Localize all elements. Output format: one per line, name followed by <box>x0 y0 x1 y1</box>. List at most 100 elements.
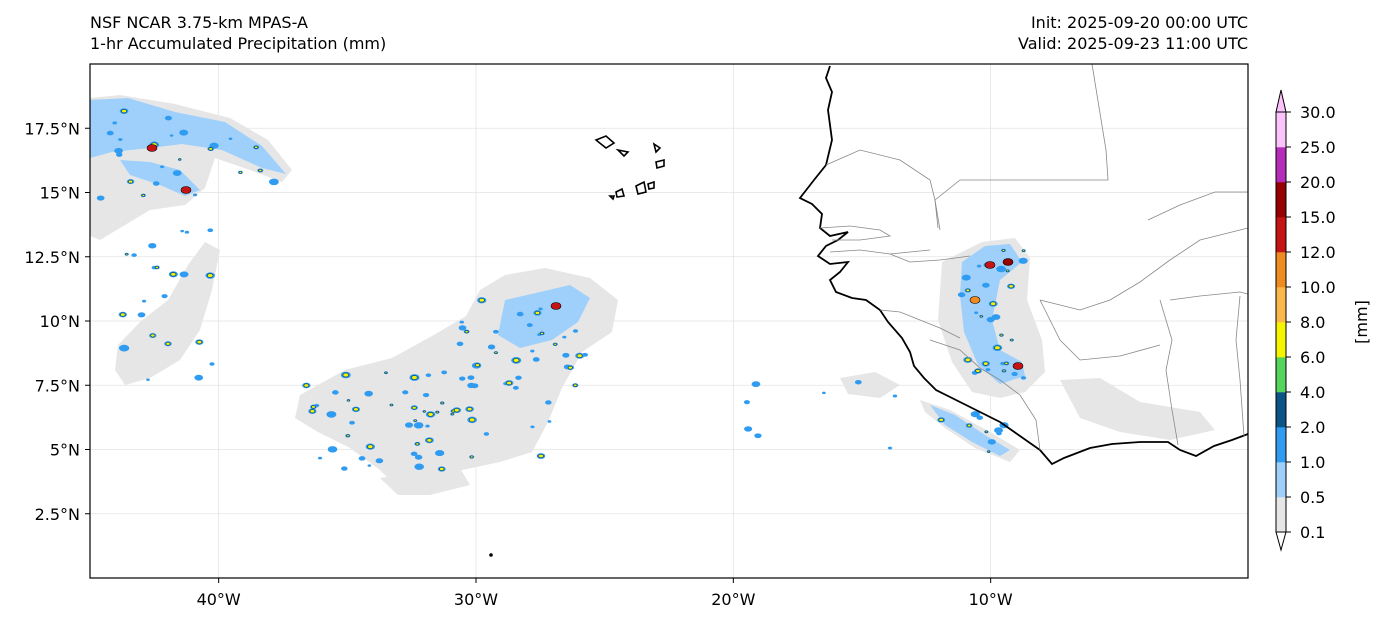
convective-cell <box>530 349 535 353</box>
lat-tick-label: 17.5°N <box>24 119 80 138</box>
latitude-axis: 2.5°N 5°N 7.5°N 10°N 12.5°N 15°N 17.5°N <box>24 119 90 524</box>
colorbar-tick-label: 2.0 <box>1300 418 1325 437</box>
convective-cell <box>179 129 189 136</box>
convective-core <box>979 315 983 318</box>
convective-cell <box>532 357 540 362</box>
convective-core <box>121 108 127 114</box>
colorbar-tick-label: 0.1 <box>1300 523 1325 542</box>
convective-cell <box>991 314 1001 320</box>
convective-cell <box>1018 257 1028 264</box>
convective-cell <box>887 446 893 450</box>
convective-core <box>238 170 243 174</box>
precip-moderate-atlantic-core <box>498 285 590 348</box>
convective-cell <box>961 274 971 281</box>
convective-core <box>553 342 558 346</box>
convective-cell <box>744 426 753 432</box>
convective-core <box>303 383 310 388</box>
convective-cell <box>854 379 862 385</box>
colorbar-segment <box>1276 112 1286 148</box>
convective-core <box>128 179 134 184</box>
convective-cell <box>483 432 490 436</box>
convective-core <box>466 406 473 412</box>
convective-cell <box>459 320 464 324</box>
convective-core <box>494 351 498 355</box>
convective-cell <box>364 390 373 397</box>
island-sao-vicente <box>615 148 630 158</box>
colorbar-segment <box>1276 462 1286 498</box>
lat-tick-label: 5°N <box>50 441 80 460</box>
island-maio <box>647 180 655 190</box>
border-guinea-north <box>889 253 971 263</box>
convective-cell <box>404 422 414 428</box>
convective-core <box>938 417 944 422</box>
convective-cell <box>410 451 418 457</box>
convective-core <box>411 405 417 410</box>
convective-core <box>309 409 316 414</box>
colorbar-segment <box>1276 497 1286 533</box>
convective-core <box>422 410 426 413</box>
convective-core <box>426 438 433 443</box>
country-borders <box>819 64 1248 451</box>
colorbar-tick-label: 1.0 <box>1300 453 1325 472</box>
convective-core <box>469 455 474 459</box>
convective-core <box>206 273 214 278</box>
valid-time: Valid: 2025-09-23 11:00 UTC <box>1017 34 1248 53</box>
convective-cell <box>493 329 499 334</box>
precip-moderate-nw <box>90 98 286 174</box>
border-burkina-east <box>1169 291 1248 301</box>
colorbar-extend-under <box>1275 531 1287 552</box>
lon-tick-label: 20°W <box>711 590 755 609</box>
convective-cell <box>530 425 535 429</box>
intense-core <box>180 186 192 194</box>
island-fogo <box>615 187 626 198</box>
island-santo-antao <box>594 135 616 149</box>
map-area <box>90 64 1248 578</box>
island-st-peter-paul <box>489 553 493 557</box>
model-title: NSF NCAR 3.75-km MPAS-A <box>90 13 308 32</box>
colorbar-tick-label: 30.0 <box>1300 103 1336 122</box>
convective-core <box>125 252 129 256</box>
convective-core <box>165 341 171 346</box>
convective-core <box>576 353 583 358</box>
convective-cell <box>1011 371 1018 377</box>
convective-core <box>1001 248 1006 252</box>
convective-core <box>345 434 350 438</box>
border-ivory-coast-ghana <box>1159 299 1179 446</box>
convective-cell <box>754 433 762 439</box>
island-boa-vista <box>635 180 647 195</box>
convective-core <box>984 430 989 434</box>
convective-core <box>567 365 573 370</box>
convective-cell <box>985 368 991 372</box>
convective-cell <box>317 456 323 460</box>
convective-core <box>170 272 177 277</box>
colorbar-tick-label: 6.0 <box>1300 348 1325 367</box>
border-mauritania-mali <box>934 64 1109 231</box>
convective-core <box>178 158 182 161</box>
convective-core <box>464 330 469 334</box>
convective-cell <box>751 381 761 388</box>
convective-cell <box>538 307 543 311</box>
border-ghana-togo <box>1235 295 1245 437</box>
convective-cell <box>327 446 338 453</box>
convective-cell <box>976 264 982 268</box>
convective-cell <box>582 352 588 357</box>
colorbar-unit-label: [mm] <box>1352 300 1371 344</box>
convective-core <box>311 405 316 409</box>
convective-cell <box>192 193 198 197</box>
convective-core <box>384 371 388 374</box>
convective-cell <box>515 375 522 380</box>
lat-tick-label: 2.5°N <box>35 505 80 524</box>
convective-cell <box>402 390 409 395</box>
convective-cell <box>358 456 366 461</box>
colorbar: 0.1 0.5 1.0 2.0 4.0 6.0 8.0 10.0 12.0 15.0 20.0 25.… <box>1275 89 1336 552</box>
convective-cell <box>516 311 524 317</box>
colorbar-segment <box>1276 252 1286 288</box>
convective-cell <box>512 385 519 390</box>
convective-cell <box>435 449 445 457</box>
convective-cell <box>118 344 130 352</box>
convective-cell <box>892 394 898 398</box>
convective-cell <box>184 230 190 234</box>
convective-cell <box>456 341 464 347</box>
convective-cell <box>459 376 466 381</box>
convective-core <box>1008 284 1014 289</box>
